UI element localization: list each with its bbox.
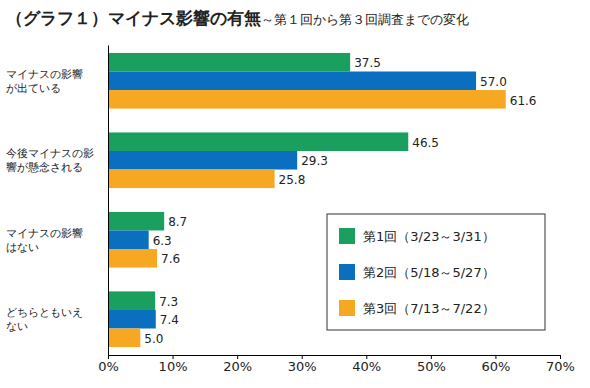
data-label: 7.4 [160, 313, 179, 327]
x-tick: 20% [223, 355, 252, 374]
x-tick: 10% [159, 355, 188, 374]
legend-label: 第1回（3/23～3/31） [363, 229, 495, 244]
bar [108, 329, 140, 348]
y-axis-line [108, 46, 109, 356]
x-tick: 70% [546, 355, 575, 374]
bar [108, 90, 506, 109]
subtitle: ～第１回から第３回調査までの変化 [261, 12, 469, 27]
x-tick-label: 10% [159, 359, 188, 374]
y-tick-label: マイナスの影響はない [6, 227, 83, 254]
data-label: 29.3 [301, 154, 328, 168]
x-tick: 50% [417, 355, 446, 374]
data-label: 37.5 [354, 56, 381, 70]
bar [108, 53, 350, 72]
y-axis: マイナスの影響が出ている今後マイナスの影響が懸念されるマイナスの影響はないどちら… [6, 46, 109, 356]
bar [108, 71, 476, 90]
x-tick: 60% [481, 355, 510, 374]
data-label: 57.0 [480, 75, 507, 89]
title: （グラフ１）マイナス影響の有無～第１回から第３回調査までの変化 [6, 8, 469, 28]
x-tick-label: 70% [546, 359, 575, 374]
x-tick: 40% [352, 355, 381, 374]
data-label: 8.7 [168, 215, 187, 229]
bar [108, 212, 164, 231]
bar [108, 249, 157, 268]
y-tick: 今後マイナスの影響が懸念される [6, 147, 94, 174]
bars [108, 53, 506, 347]
data-label: 61.6 [510, 94, 537, 108]
data-label: 5.0 [144, 332, 163, 346]
legend: 第1回（3/23～3/31） 第2回（5/18～5/27） 第3回（7/13～7/2… [327, 214, 545, 330]
x-tick-label: 20% [223, 359, 252, 374]
data-label: 7.3 [159, 295, 178, 309]
legend-swatch [339, 228, 355, 244]
x-tick-label: 30% [288, 359, 317, 374]
legend-swatch [339, 264, 355, 280]
data-label: 6.3 [153, 234, 172, 248]
bar [108, 170, 275, 189]
legend-box [327, 214, 545, 330]
y-tick-label: 今後マイナスの影響が懸念される [6, 147, 94, 174]
bar [108, 151, 297, 170]
data-label: 7.6 [161, 252, 180, 266]
y-tick: マイナスの影響はない [6, 227, 83, 254]
data-label: 46.5 [412, 136, 439, 150]
legend-label: 第3回（7/13～7/22） [363, 301, 495, 316]
y-tick: どちらともいえない [6, 306, 83, 333]
x-tick: 30% [288, 355, 317, 374]
x-tick-label: 60% [481, 359, 510, 374]
legend-swatch [339, 300, 355, 316]
data-labels: 37.5 46.5 8.7 7.3 57.0 29.3 6.3 7.4 61.6 25.8 7.6 5… [144, 56, 536, 346]
x-tick-label: 0% [98, 359, 119, 374]
chart: （グラフ１）マイナス影響の有無～第１回から第３回調査までの変化 37.5 46.5 8… [0, 0, 590, 388]
y-tick: マイナスの影響が出ている [6, 68, 83, 95]
x-tick-label: 40% [352, 359, 381, 374]
bar [108, 291, 155, 310]
data-label: 25.8 [279, 173, 306, 187]
legend-label: 第2回（5/18～5/27） [363, 265, 495, 280]
bar [108, 310, 156, 329]
x-tick: 0% [98, 355, 119, 374]
bar [108, 132, 408, 151]
x-tick-label: 50% [417, 359, 446, 374]
bar [108, 230, 149, 249]
y-tick-label: どちらともいえない [6, 306, 83, 333]
y-tick-label: マイナスの影響が出ている [6, 68, 83, 95]
title-text: （グラフ１）マイナス影響の有無 [6, 8, 261, 28]
x-axis: 0% 10% 20% 30% 40% 50% 60% 70% [98, 355, 575, 374]
